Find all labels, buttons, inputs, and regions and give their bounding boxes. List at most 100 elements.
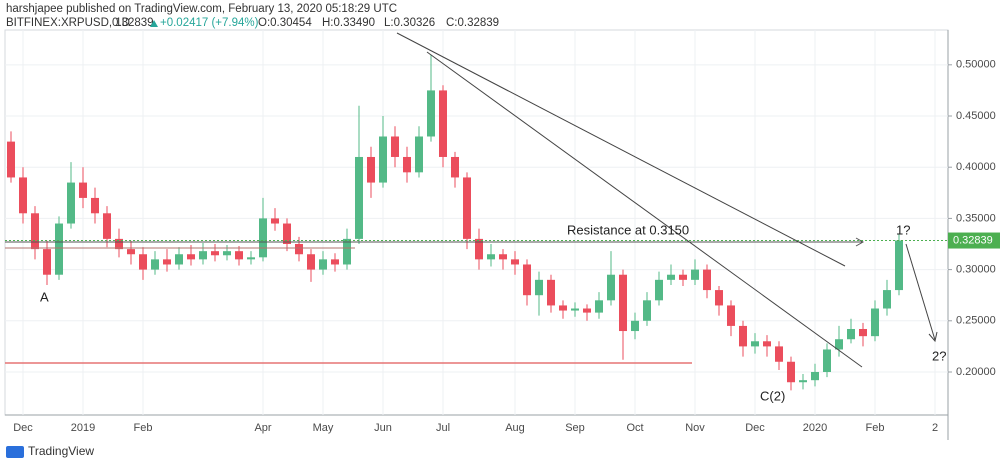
x-tick-label: 2019 — [71, 422, 95, 434]
candle-body — [679, 274, 687, 280]
x-tick-label: Oct — [626, 422, 643, 434]
y-tick-label: 0.25000 — [956, 315, 996, 327]
candle-body — [799, 380, 807, 383]
last-value: 0.32839 — [112, 17, 154, 29]
candle-body — [823, 349, 831, 372]
candle-body — [7, 141, 15, 178]
candle-body — [439, 90, 447, 157]
candle-body — [535, 279, 543, 296]
candle-body — [331, 259, 339, 265]
candle-body — [415, 136, 423, 173]
candles — [7, 54, 903, 391]
x-tick-label: 2020 — [803, 422, 827, 434]
brand-logo — [6, 446, 24, 458]
candle-body — [883, 290, 891, 309]
candle-body — [871, 308, 879, 337]
candle-body — [787, 361, 795, 383]
candle-body — [451, 156, 459, 178]
candle-body — [91, 197, 99, 214]
candle-body — [607, 274, 615, 301]
candle-body — [847, 328, 855, 340]
wave-label: 2? — [932, 348, 946, 363]
candle-body — [175, 254, 183, 265]
x-tick-label: Sep — [565, 422, 585, 434]
candle-body — [79, 182, 87, 198]
candle-body — [631, 320, 639, 332]
candle-body — [739, 325, 747, 347]
candle-body — [559, 305, 567, 311]
close: C:0.32839 — [446, 17, 499, 29]
candle-body — [343, 238, 351, 265]
candle-body — [271, 218, 279, 224]
change: +0.02417 (+7.94%) — [160, 17, 259, 29]
candle-body — [727, 305, 735, 326]
x-tick-label: Nov — [685, 422, 705, 434]
candle-body — [475, 238, 483, 260]
candle-body — [895, 240, 903, 291]
candle-body — [43, 249, 51, 275]
candle-body — [643, 300, 651, 321]
x-tick-label: Feb — [866, 422, 885, 434]
candle-body — [55, 223, 63, 275]
x-tick-label: Feb — [134, 422, 153, 434]
candle-body — [775, 346, 783, 362]
candle-body — [835, 339, 843, 350]
trend-line — [426, 51, 863, 368]
trend-line — [396, 32, 846, 267]
candle-body — [151, 259, 159, 270]
wave-label: C(2) — [760, 388, 785, 403]
y-tick-label: 0.45000 — [956, 110, 996, 122]
candle-body — [307, 254, 315, 270]
candle-body — [763, 341, 771, 347]
y-tick-label: 0.20000 — [956, 366, 996, 378]
candle-body — [355, 156, 363, 239]
candle-body — [619, 274, 627, 332]
wave-label: A — [40, 289, 49, 304]
high: H:0.33490 — [322, 17, 375, 29]
candle-body — [163, 259, 171, 265]
candle-body — [247, 257, 255, 260]
up-triangle — [150, 20, 158, 27]
candle-body — [379, 136, 387, 183]
candle-body — [31, 213, 39, 250]
candle-body — [751, 341, 759, 347]
candle-body — [19, 177, 27, 214]
last-price-label: 0.32839 — [953, 234, 993, 246]
x-tick-label: Dec — [13, 422, 33, 434]
candle-body — [67, 182, 75, 224]
x-tick-label: Apr — [254, 422, 271, 434]
candle-body — [259, 218, 267, 258]
candle-body — [115, 238, 123, 250]
resistance-label: Resistance at 0.3150 — [567, 222, 689, 237]
candle-body — [547, 279, 555, 306]
candle-body — [319, 259, 327, 270]
candle-body — [391, 136, 399, 157]
candle-body — [655, 279, 663, 301]
arrow-head — [928, 331, 938, 343]
candle-body — [703, 269, 711, 291]
candle-body — [691, 269, 699, 280]
candle-body — [715, 290, 723, 306]
candle-body — [199, 251, 207, 260]
y-tick-label: 0.30000 — [956, 264, 996, 276]
candle-body — [487, 254, 495, 260]
candle-body — [571, 308, 579, 311]
candle-body — [211, 251, 219, 256]
x-tick-label: Aug — [505, 422, 525, 434]
candle-body — [811, 371, 819, 381]
candle-body — [403, 156, 411, 173]
wave-label: 1? — [896, 222, 910, 237]
candle-body — [523, 264, 531, 296]
annotations: A C(2) 1? 2? Resistance at 0.3150 — [5, 32, 946, 403]
candle-body — [667, 274, 675, 280]
x-tick-label: Jun — [374, 422, 392, 434]
y-tick-label: 0.40000 — [956, 161, 996, 173]
candle-body — [223, 251, 231, 256]
candle-body — [511, 259, 519, 265]
open: O:0.30454 — [258, 17, 312, 29]
x-tick-label: Dec — [745, 422, 765, 434]
candle-body — [499, 254, 507, 260]
y-tick-label: 0.35000 — [956, 212, 996, 224]
candle-body — [187, 254, 195, 260]
